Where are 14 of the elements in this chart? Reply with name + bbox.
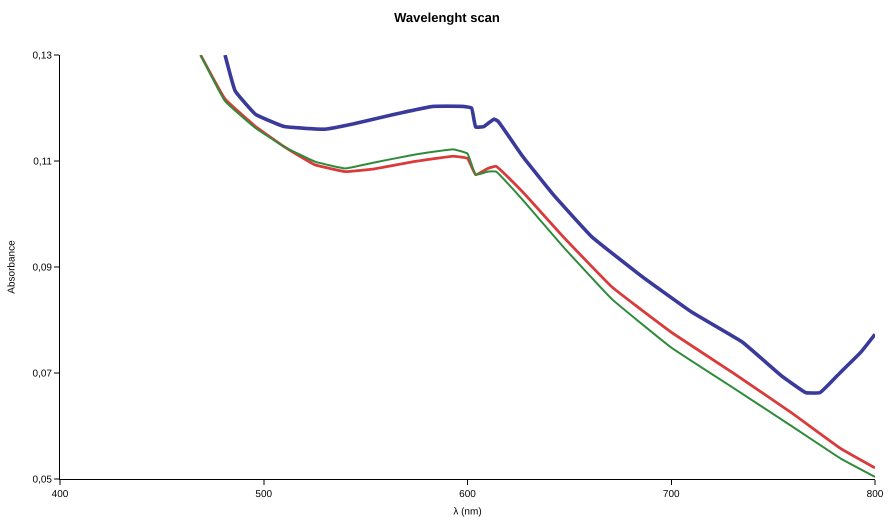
y-tick-label: 0,05 [32, 474, 52, 486]
x-tick-label: 700 [662, 489, 680, 500]
x-tick-label: 400 [52, 489, 69, 500]
y-tick-label: 0,11 [33, 156, 52, 168]
x-tick-label: 500 [255, 489, 273, 500]
y-tick-label: 0,07 [32, 368, 52, 380]
line-series [223, 55, 875, 395]
x-axis-title: λ (nm) [453, 506, 482, 518]
y-tick-label: 0,09 [32, 262, 52, 274]
chart-title: Wavelenght scan [394, 10, 500, 26]
y-axis-title: Absorbance [6, 240, 18, 294]
y-tick-label: 0,13 [32, 50, 52, 62]
x-tick-label: 600 [459, 489, 476, 500]
x-tick-label: 800 [866, 489, 884, 500]
